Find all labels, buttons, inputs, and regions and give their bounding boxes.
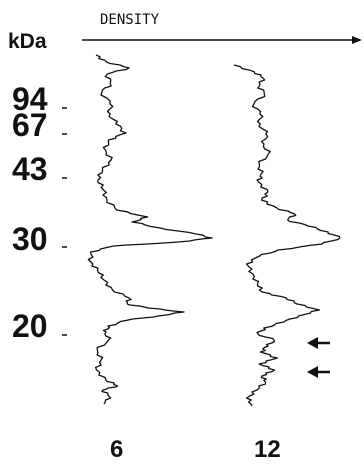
unit-label: kDa <box>8 30 47 53</box>
lane-label-6: 6 <box>110 436 123 463</box>
marker-scale: 94 67 43 30 20 <box>12 81 67 344</box>
marker-label-30: 30 <box>12 221 48 257</box>
arrow-icon <box>307 337 330 349</box>
density-axis-arrowhead <box>352 36 362 44</box>
lane-label-12: 12 <box>254 436 281 463</box>
marker-label-20: 20 <box>12 308 48 344</box>
density-axis-label: DENSITY <box>100 12 160 28</box>
marker-label-67: 67 <box>12 107 48 143</box>
density-trace <box>87 54 213 405</box>
marker-label-94: 94 <box>12 81 48 117</box>
density-trace <box>233 64 341 407</box>
band-arrows <box>307 337 330 378</box>
arrow-icon <box>307 366 330 378</box>
marker-label-43: 43 <box>12 151 48 187</box>
density-traces <box>87 54 341 407</box>
